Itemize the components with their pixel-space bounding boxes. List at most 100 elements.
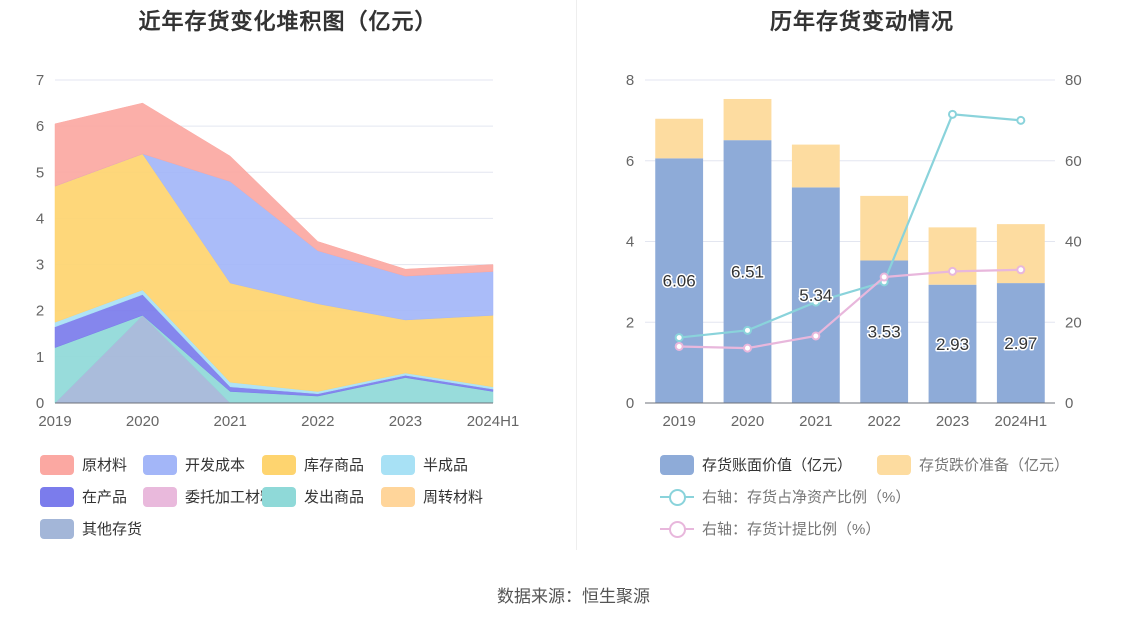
right-chart-legend: 存货账面价值（亿元） 存货跌价准备（亿元） 右轴：存货占净资产比例（%） 右轴：存货计…: [660, 454, 1130, 554]
line-point: [948, 266, 957, 276]
left-x-tick-label: 2020: [126, 413, 159, 430]
bar-impairment-reserve: [860, 195, 909, 261]
bar-value-label: 3.53: [868, 323, 901, 342]
bar-impairment-reserve: [791, 144, 840, 188]
right-y-tick-label: 8: [626, 72, 634, 89]
legend-label: 开发成本: [185, 457, 246, 474]
bar-book-value: [996, 283, 1045, 403]
left-x-tick-label: 2022: [301, 413, 334, 430]
legend-swatch: [40, 518, 74, 539]
legend-item[interactable]: 存货跌价准备（亿元）: [877, 454, 1069, 475]
bar-value-label: 6.51: [731, 263, 764, 282]
right-y2-tick-label: 60: [1065, 153, 1082, 170]
legend-item[interactable]: 存货账面价值（亿元）: [660, 454, 852, 475]
right-y-tick-label: 6: [626, 153, 634, 170]
left-x-tick-label: 2023: [389, 413, 422, 430]
legend-label: 存货账面价值（亿元）: [702, 457, 853, 474]
legend-item[interactable]: 周转材料: [381, 486, 483, 507]
legend-item[interactable]: 其他存货: [40, 518, 142, 539]
left-y-tick-label: 2: [36, 303, 44, 320]
data-source-note: 数据来源：恒生聚源: [497, 587, 650, 606]
legend-label: 发出商品: [304, 489, 365, 506]
line-point: [1016, 115, 1026, 125]
left-x-tick-label: 2021: [214, 413, 247, 430]
left-x-tick-label: 2019: [38, 413, 71, 430]
line-point: [743, 343, 752, 353]
right-x-tick-label: 2021: [799, 413, 832, 430]
right-x-tick-label: 2019: [662, 413, 695, 430]
legend-swatch: [381, 454, 415, 475]
left-chart-title: 近年存货变化堆积图（亿元）: [138, 9, 438, 34]
line-point: [948, 109, 957, 119]
legend-label: 右轴：存货占净资产比例（%）: [702, 489, 911, 506]
area-series-1: [54, 102, 494, 277]
line-point: [674, 333, 684, 343]
right-y2-tick-label: 20: [1065, 314, 1082, 331]
legend-item[interactable]: 右轴：存货计提比例（%）: [660, 518, 880, 539]
right-y2-tick-label: 0: [1065, 395, 1073, 412]
legend-swatch: [660, 454, 694, 475]
line-point: [743, 325, 752, 335]
left-y-tick-label: 4: [36, 210, 44, 227]
right-y-tick-label: 4: [626, 234, 634, 251]
right-x-tick-label: 2024H1: [995, 413, 1048, 430]
bar-impairment-reserve: [723, 98, 772, 141]
bar-value-label: 2.97: [1004, 334, 1037, 353]
legend-swatch: [262, 486, 296, 507]
panel-divider: [576, 0, 577, 550]
legend-line-marker: [660, 487, 694, 507]
left-y-tick-label: 0: [36, 395, 44, 412]
left-x-tick-label: 2024H1: [467, 413, 520, 430]
stacked-area-chart-panel: 近年存货变化堆积图（亿元） 0 1 2 3 4 5 6 7 2019 2020 2021 2022 20…: [0, 0, 576, 560]
legend-swatch: [40, 486, 74, 507]
legend-label: 右轴：存货计提比例（%）: [702, 521, 881, 538]
legend-item[interactable]: 半成品: [381, 454, 468, 475]
legend-item[interactable]: 委托加工材料: [143, 486, 275, 507]
left-y-tick-label: 7: [36, 72, 44, 89]
legend-circle-marker: [669, 520, 686, 538]
legend-item[interactable]: 右轴：存货占净资产比例（%）: [660, 486, 910, 507]
legend-label: 库存商品: [304, 457, 365, 474]
bar-impairment-reserve: [928, 227, 977, 285]
right-chart-title: 历年存货变动情况: [769, 9, 954, 34]
legend-label: 周转材料: [423, 489, 484, 506]
legend-swatch: [143, 454, 177, 475]
left-y-tick-label: 6: [36, 118, 44, 135]
bar-book-value: [928, 284, 977, 403]
legend-item[interactable]: 原材料: [40, 454, 127, 475]
legend-label: 原材料: [82, 457, 128, 474]
left-chart-legend: 原材料 开发成本 库存商品 半成品在产品 委托加工材料 发出商品 周转材料其他存货: [40, 454, 560, 554]
legend-swatch: [262, 454, 296, 475]
right-y-tick-label: 0: [626, 395, 634, 412]
legend-swatch: [40, 454, 74, 475]
bar-value-label: 2.93: [936, 335, 969, 354]
left-y-tick-label: 3: [36, 257, 44, 274]
left-y-tick-label: 1: [36, 349, 44, 366]
legend-item[interactable]: 在产品: [40, 486, 127, 507]
legend-label: 在产品: [82, 489, 128, 506]
legend-item[interactable]: 库存商品: [262, 454, 364, 475]
left-y-tick-label: 5: [36, 164, 44, 181]
line-point: [811, 331, 821, 341]
legend-item[interactable]: 发出商品: [262, 486, 364, 507]
legend-circle-marker: [669, 488, 686, 506]
bar-impairment-reserve: [655, 118, 704, 159]
right-y2-tick-label: 80: [1065, 72, 1082, 89]
right-x-tick-label: 2023: [936, 413, 969, 430]
right-y2-tick-label: 40: [1065, 234, 1082, 251]
right-y-tick-label: 2: [626, 314, 634, 331]
left-chart-svg: 0 1 2 3 4 5 6 7 2019 2020 2021 2022 2023 2024H1: [36, 72, 520, 430]
line-series-1: [679, 113, 1021, 339]
line-point: [879, 272, 889, 282]
bar-value-label: 5.34: [799, 286, 832, 305]
bar-book-value: [723, 140, 772, 403]
legend-item[interactable]: 开发成本: [143, 454, 245, 475]
right-x-tick-label: 2020: [731, 413, 764, 430]
line-point: [1016, 265, 1026, 275]
bar-value-label: 6.06: [663, 272, 696, 291]
bar-book-value: [655, 158, 704, 403]
bar-book-value: [791, 187, 840, 403]
legend-swatch: [877, 454, 911, 475]
line-series-2: [679, 268, 1021, 350]
